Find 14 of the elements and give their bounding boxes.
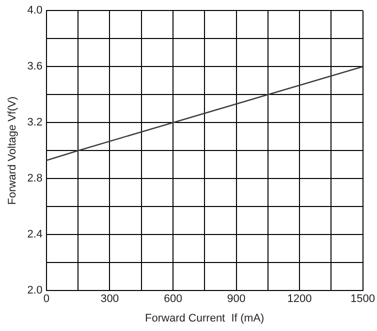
x-tick-label: 900 bbox=[227, 293, 246, 306]
x-axis-title: Forward Current If (mA) bbox=[145, 312, 264, 324]
y-tick-label: 4.0 bbox=[27, 4, 42, 17]
x-tick-label: 0 bbox=[43, 293, 50, 306]
y-tick-label: 3.2 bbox=[27, 116, 42, 129]
x-tick-label: 300 bbox=[100, 293, 119, 306]
y-axis-title: Forward Voltage Vf(V) bbox=[6, 96, 19, 205]
x-tick-label: 600 bbox=[164, 293, 182, 306]
y-tick-label: 2.4 bbox=[27, 228, 42, 241]
x-tick-label: 1200 bbox=[287, 293, 312, 306]
x-tick-label: 1500 bbox=[350, 293, 376, 306]
y-tick-label: 3.6 bbox=[27, 60, 42, 73]
y-tick-label: 2.8 bbox=[27, 172, 42, 185]
y-tick-label: 2.0 bbox=[27, 284, 42, 297]
